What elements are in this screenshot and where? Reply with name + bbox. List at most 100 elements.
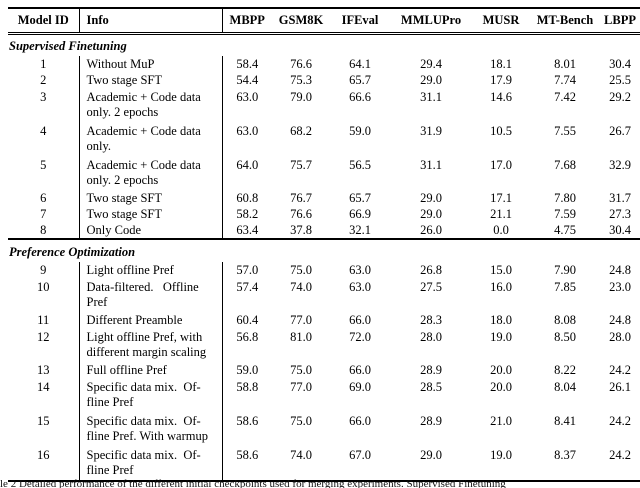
- metric-cell: 29.0: [420, 206, 442, 221]
- metric-cell: 7.74: [554, 72, 576, 87]
- section-title: Preference Optimization: [8, 238, 640, 262]
- metric-cell: 76.6: [290, 206, 312, 221]
- metric-cell: 56.8: [236, 329, 259, 344]
- metric-cell: 75.0: [290, 362, 312, 377]
- metric-cell: 60.4: [236, 312, 259, 327]
- metric-cell: 77.0: [290, 379, 312, 394]
- metric-cell: 26.1: [609, 379, 631, 394]
- metric-cell: 8.04: [554, 379, 576, 394]
- metric-cell: 74.0: [290, 279, 312, 294]
- info-cell: Academic + Code data only.: [79, 122, 223, 156]
- metric-cell: 17.9: [490, 72, 512, 87]
- metric-cell: 65.7: [349, 72, 371, 87]
- metric-cell: 66.9: [349, 206, 371, 221]
- metric-cell: 25.5: [609, 72, 631, 87]
- table-row: 9 Light offline Pref 57.0 75.0 63.0 26.8 15.0 7…: [8, 262, 640, 278]
- table-row: 6 Two stage SFT 60.8 76.7 65.7 29.0 17.1 7.80 31…: [8, 190, 640, 206]
- metric-cell: 21.0: [490, 413, 512, 428]
- section-row: Supervised Finetuning: [8, 34, 640, 57]
- info-cell: Academic + Code data only. 2 epochs: [79, 156, 223, 190]
- metric-cell: 77.0: [290, 312, 312, 327]
- metric-cell: 17.0: [490, 157, 512, 172]
- info-cell: Full offline Pref: [79, 362, 223, 378]
- metric-cell: 19.0: [490, 447, 512, 462]
- table-row: 7 Two stage SFT 58.2 76.6 66.9 29.0 21.1 7.59 27…: [8, 206, 640, 222]
- metric-cell: 79.0: [290, 89, 312, 104]
- section-row: Preference Optimization: [8, 238, 640, 262]
- metric-cell: 29.4: [420, 56, 442, 71]
- column-header-gsm8k: GSM8K: [278, 13, 324, 27]
- metric-cell: 59.0: [236, 362, 259, 377]
- metric-cell: 60.8: [236, 190, 259, 205]
- table-row: 11 Different Preamble 60.4 77.0 66.0 28.3 18.0…: [8, 312, 640, 328]
- metric-cell: 57.4: [236, 279, 259, 294]
- column-header-mbpp: MBPP: [229, 13, 265, 27]
- column-header-lbpp: LBPP: [604, 13, 636, 27]
- model-id-cell: 7: [8, 206, 80, 222]
- model-id-cell: 5: [8, 156, 80, 190]
- metric-cell: 66.0: [349, 362, 371, 377]
- model-id-cell: 8: [8, 222, 80, 239]
- metric-cell: 27.3: [609, 206, 631, 221]
- metric-cell: 24.8: [609, 312, 631, 327]
- metric-cell: 66.0: [349, 413, 371, 428]
- metric-cell: 59.0: [349, 123, 371, 138]
- metric-cell: 63.0: [349, 262, 371, 277]
- metric-cell: 76.7: [290, 190, 312, 205]
- metric-cell: 32.9: [609, 157, 631, 172]
- model-id-cell: 15: [8, 412, 80, 446]
- metric-cell: 58.2: [236, 206, 259, 221]
- metric-cell: 18.0: [490, 312, 512, 327]
- metric-cell: 28.9: [420, 413, 442, 428]
- info-cell: Without MuP: [79, 56, 223, 72]
- column-header-musr: MUSR: [482, 13, 520, 27]
- metric-cell: 67.0: [349, 447, 371, 462]
- info-cell: Light offline Pref: [79, 262, 223, 278]
- info-cell: Two stage SFT: [79, 206, 223, 222]
- metric-cell: 20.0: [490, 362, 512, 377]
- metric-cell: 16.0: [490, 279, 512, 294]
- metric-cell: 8.01: [554, 56, 576, 71]
- metric-cell: 58.4: [236, 56, 259, 71]
- metric-cell: 63.4: [236, 222, 259, 237]
- metric-cell: 81.0: [290, 329, 312, 344]
- table-row: 1 Without MuP 58.4 76.6 64.1 29.4 18.1 8.01 30.4: [8, 56, 640, 72]
- table-row: 13 Full offline Pref 59.0 75.0 66.0 28.9 20.0 8…: [8, 362, 640, 378]
- benchmark-table: Model ID Info MBPP GSM8K IFEval MMLUPro …: [8, 7, 640, 482]
- info-cell: Two stage SFT: [79, 72, 223, 88]
- metric-cell: 29.0: [420, 72, 442, 87]
- metric-cell: 66.6: [349, 89, 371, 104]
- metric-cell: 68.2: [290, 123, 312, 138]
- metric-cell: 58.8: [236, 379, 259, 394]
- info-cell: Only Code: [79, 222, 223, 239]
- column-header-mt-bench: MT-Bench: [536, 13, 594, 27]
- info-cell: Different Preamble: [79, 312, 223, 328]
- metric-cell: 19.0: [490, 329, 512, 344]
- metric-cell: 7.59: [554, 206, 576, 221]
- section-title: Supervised Finetuning: [9, 39, 127, 53]
- metric-cell: 0.0: [493, 222, 509, 237]
- metric-cell: 58.6: [236, 447, 259, 462]
- table-row: 12 Light offline Pref, with different mar…: [8, 328, 640, 362]
- column-header-model-id: Model ID: [8, 8, 80, 34]
- info-cell: Two stage SFT: [79, 190, 223, 206]
- metric-cell: 74.0: [290, 447, 312, 462]
- metric-cell: 75.7: [290, 157, 312, 172]
- info-cell: Data-filtered. Offline Pref: [79, 278, 223, 312]
- column-header-mmlupro: MMLUPro: [400, 13, 462, 27]
- metric-cell: 75.0: [290, 262, 312, 277]
- metric-cell: 66.0: [349, 312, 371, 327]
- metric-cell: 4.75: [554, 222, 576, 237]
- header-row: Model ID Info MBPP GSM8K IFEval MMLUPro …: [8, 8, 640, 34]
- metric-cell: 64.1: [349, 56, 371, 71]
- metric-cell: 23.0: [609, 279, 631, 294]
- column-header-ifeval: IFEval: [341, 13, 379, 27]
- metric-cell: 31.7: [609, 190, 631, 205]
- metric-cell: 7.80: [554, 190, 576, 205]
- metric-cell: 18.1: [490, 56, 512, 71]
- metric-cell: 24.8: [609, 262, 631, 277]
- metric-cell: 27.5: [420, 279, 442, 294]
- table-row: 3 Academic + Code data only. 2 epochs 63.0…: [8, 88, 640, 122]
- metric-cell: 28.0: [609, 329, 631, 344]
- metric-cell: 28.3: [420, 312, 442, 327]
